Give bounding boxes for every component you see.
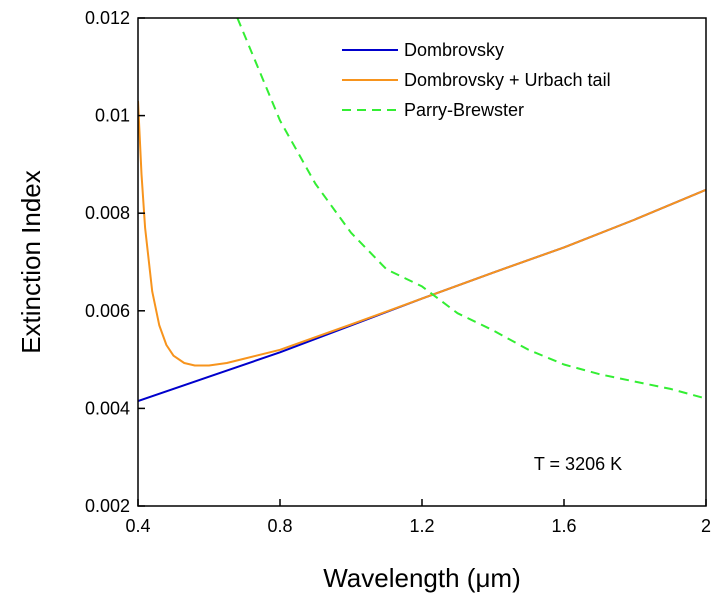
- legend-label-0: Dombrovsky: [404, 40, 504, 60]
- y-tick-label: 0.008: [85, 203, 130, 223]
- x-tick-label: 1.2: [409, 516, 434, 536]
- x-tick-label: 0.8: [267, 516, 292, 536]
- series-line-1: [138, 100, 706, 367]
- legend: Dombrovsky Dombrovsky + Urbach tail Parry-…: [342, 40, 611, 120]
- plot-frame: [137, 17, 707, 507]
- y-tick-label: 0.006: [85, 301, 130, 321]
- series-line-2: [236, 18, 706, 400]
- x-axis-title: Wavelength (μm): [323, 563, 521, 593]
- y-axis-title: Extinction Index: [16, 170, 46, 354]
- x-tick-label: 0.4: [125, 516, 150, 536]
- series-line-0: [138, 188, 706, 403]
- temperature-annotation: T = 3206 K: [534, 454, 622, 474]
- y-tick-label: 0.01: [95, 106, 130, 126]
- x-tick-label: 1.6: [551, 516, 576, 536]
- legend-label-1: Dombrovsky + Urbach tail: [404, 70, 611, 90]
- x-tick-label: 2: [701, 516, 711, 536]
- y-tick-label: 0.002: [85, 496, 130, 516]
- legend-label-2: Parry-Brewster: [404, 100, 524, 120]
- y-tick-label: 0.012: [85, 8, 130, 28]
- y-tick-label: 0.004: [85, 398, 130, 418]
